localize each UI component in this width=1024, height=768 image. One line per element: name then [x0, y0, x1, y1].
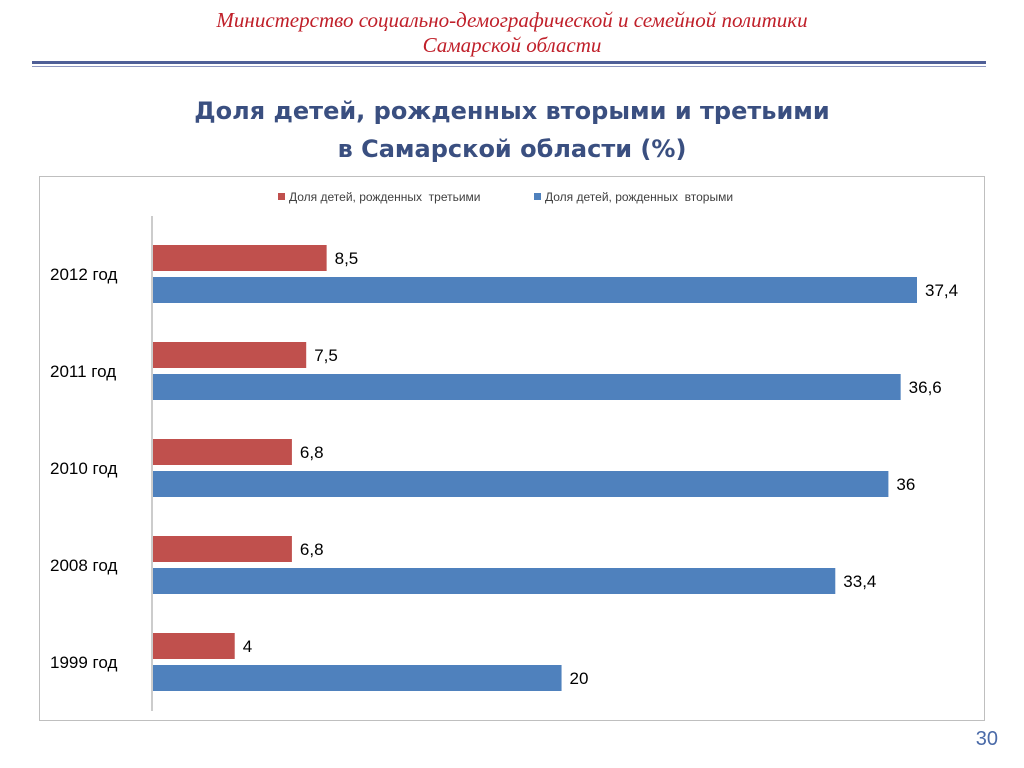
category-label: 2010 год: [50, 459, 117, 478]
slide-title-line-2: в Самарской области (%): [337, 135, 687, 163]
bar-second: [153, 471, 889, 497]
header-divider-thin: [32, 66, 986, 67]
data-label: 7,5: [314, 346, 338, 365]
bar-second: [153, 277, 917, 303]
bar-third: [153, 245, 327, 271]
legend-label-second: Доля детей, рожденных вторыми: [545, 190, 734, 204]
bar-second: [153, 665, 562, 691]
data-label: 33,4: [843, 572, 876, 591]
category-label: 2011 год: [50, 362, 116, 381]
bar-third: [153, 342, 307, 368]
legend-label-third: Доля детей, рожденных третьими: [289, 190, 481, 204]
data-label: 4: [243, 637, 252, 656]
legend-item-third: Доля детей, рожденных третьими: [278, 190, 481, 204]
data-label: 6,8: [300, 443, 324, 462]
slide-title: Доля детей, рожденных вторыми и третьими…: [0, 92, 1024, 168]
data-label: 20: [570, 669, 589, 688]
bar-second: [153, 374, 901, 400]
ministry-line-1: Министерство социально-демографической и…: [216, 8, 808, 32]
bar-third: [153, 536, 292, 562]
category-label: 2008 год: [50, 556, 117, 575]
data-label: 8,5: [335, 249, 359, 268]
data-label: 36: [896, 475, 915, 494]
data-label: 36,6: [909, 378, 942, 397]
data-label: 37,4: [925, 281, 958, 300]
bar-second: [153, 568, 836, 594]
bar-third: [153, 633, 235, 659]
category-label: 2012 год: [50, 265, 117, 284]
legend-swatch-third: [278, 193, 285, 200]
ministry-line-2: Самарской области: [422, 33, 602, 57]
data-label: 6,8: [300, 540, 324, 559]
page-number: 30: [975, 728, 998, 750]
header-divider-thick: [32, 61, 986, 64]
chart-frame: [39, 176, 985, 721]
legend-swatch-second: [534, 193, 541, 200]
legend-item-second: Доля детей, рожденных вторыми: [534, 190, 733, 204]
bar-third: [153, 439, 292, 465]
category-label: 1999 год: [50, 653, 117, 672]
ministry-header: Министерство социально-демографической и…: [0, 8, 1024, 58]
slide-title-line-1: Доля детей, рожденных вторыми и третьими: [194, 97, 830, 125]
